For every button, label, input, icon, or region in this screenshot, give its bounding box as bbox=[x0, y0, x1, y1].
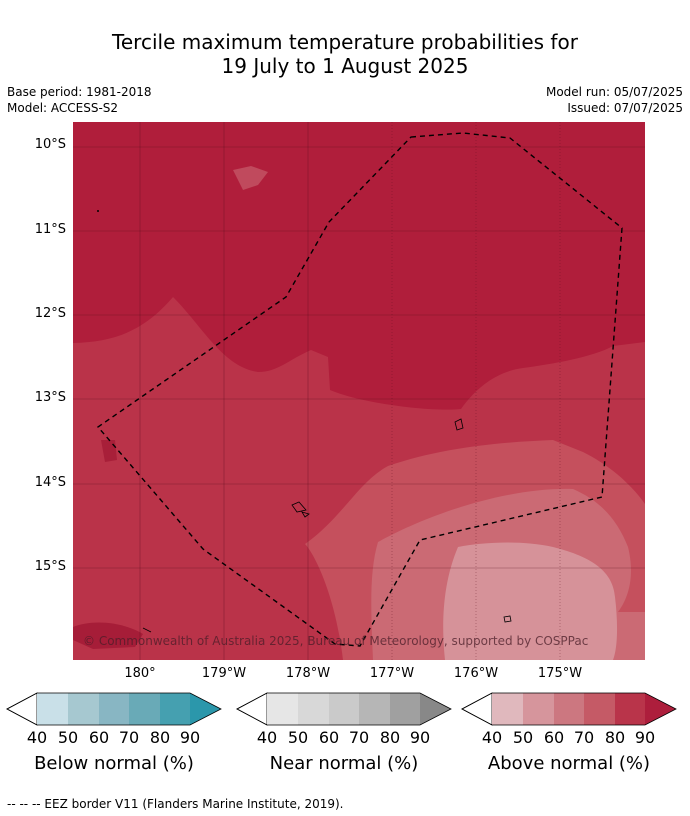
colorbar-cell bbox=[554, 693, 584, 725]
lon-label: 177°W bbox=[369, 666, 415, 681]
model-run: Model run: 05/07/2025 bbox=[545, 85, 683, 99]
lat-label: 15°S bbox=[34, 559, 66, 574]
colorbar-above bbox=[461, 692, 677, 726]
colorbar-tick: 80 bbox=[379, 728, 401, 747]
colorbar-cell bbox=[68, 693, 99, 725]
lat-label: 14°S bbox=[34, 475, 66, 490]
meta-left: Base period: 1981-2018 Model: ACCESS-S2 bbox=[7, 84, 152, 116]
title-line-1: Tercile maximum temperature probabilitie… bbox=[112, 30, 578, 54]
base-period: Base period: 1981-2018 bbox=[7, 85, 152, 99]
lat-label: 12°S bbox=[34, 306, 66, 321]
colorbar-cell bbox=[329, 693, 359, 725]
colorbar-tick: 70 bbox=[118, 728, 140, 747]
island bbox=[503, 615, 512, 623]
colorbar-cell bbox=[615, 693, 645, 725]
colorbar-cell bbox=[298, 693, 329, 725]
copyright-text: © Commonwealth of Australia 2025, Bureau… bbox=[83, 634, 588, 648]
colorbar-tick: 60 bbox=[543, 728, 565, 747]
lon-label: 176°W bbox=[453, 666, 499, 681]
colorbar-near bbox=[236, 692, 452, 726]
island bbox=[97, 210, 99, 212]
eez-footnote: -- -- -- EEZ border V11 (Flanders Marine… bbox=[7, 797, 344, 811]
model-name: Model: ACCESS-S2 bbox=[7, 101, 119, 115]
island bbox=[142, 627, 152, 633]
title-line-2: 19 July to 1 August 2025 bbox=[221, 54, 469, 78]
small-patch bbox=[73, 622, 143, 649]
colorbar-tick: 90 bbox=[179, 728, 201, 747]
grid-lines bbox=[73, 122, 645, 660]
probability-map: © Commonwealth of Australia 2025, Bureau… bbox=[73, 122, 645, 660]
colorbar-tick: 50 bbox=[57, 728, 79, 747]
small-patch bbox=[233, 166, 268, 190]
colorbar-cell bbox=[523, 693, 554, 725]
colorbar-cell bbox=[190, 693, 221, 725]
colorbar-cell bbox=[99, 693, 129, 725]
issued-date: Issued: 07/07/2025 bbox=[567, 101, 683, 115]
lat-label: 10°S bbox=[34, 137, 66, 152]
colorbar-tick: 50 bbox=[512, 728, 534, 747]
colorbar-tick: 90 bbox=[409, 728, 431, 747]
lon-label: 180° bbox=[124, 666, 156, 681]
island bbox=[454, 418, 464, 431]
lon-label: 179°W bbox=[201, 666, 247, 681]
colorbar-tick: 80 bbox=[149, 728, 171, 747]
colorbar-cell bbox=[267, 693, 298, 725]
colorbar-tick: 70 bbox=[348, 728, 370, 747]
colorbar-cell bbox=[420, 693, 451, 725]
colorbar-tick: 60 bbox=[88, 728, 110, 747]
below-normal-title: Below normal (%) bbox=[34, 753, 194, 774]
contour-40-50 bbox=[443, 542, 618, 660]
colorbar-below bbox=[6, 692, 222, 726]
eez-border bbox=[96, 132, 623, 647]
colorbar-cell bbox=[37, 693, 68, 725]
lon-label: 175°W bbox=[537, 666, 583, 681]
lon-label: 178°W bbox=[285, 666, 331, 681]
colorbar-tick: 70 bbox=[573, 728, 595, 747]
colorbar-cell bbox=[645, 693, 676, 725]
island bbox=[291, 501, 310, 518]
colorbar-tick: 90 bbox=[634, 728, 656, 747]
near-normal-title: Near normal (%) bbox=[269, 753, 419, 774]
above-normal-title: Above normal (%) bbox=[487, 753, 651, 774]
lat-label: 13°S bbox=[34, 390, 66, 405]
colorbar-tick: 50 bbox=[287, 728, 309, 747]
colorbar-cell bbox=[390, 693, 420, 725]
colorbar-cell bbox=[584, 693, 615, 725]
colorbar-cell bbox=[492, 693, 523, 725]
meta-right: Model run: 05/07/2025 Issued: 07/07/2025 bbox=[546, 84, 683, 116]
lat-label: 11°S bbox=[34, 222, 66, 237]
colorbar-tick: 40 bbox=[26, 728, 48, 747]
colorbar-cell bbox=[129, 693, 160, 725]
colorbar-cell bbox=[160, 693, 190, 725]
colorbar-tick: 40 bbox=[481, 728, 503, 747]
colorbar-tick: 40 bbox=[256, 728, 278, 747]
colorbar-cell bbox=[359, 693, 390, 725]
map-title: Tercile maximum temperature probabilitie… bbox=[0, 30, 690, 78]
colorbar-tick: 60 bbox=[318, 728, 340, 747]
colorbar-tick: 80 bbox=[604, 728, 626, 747]
